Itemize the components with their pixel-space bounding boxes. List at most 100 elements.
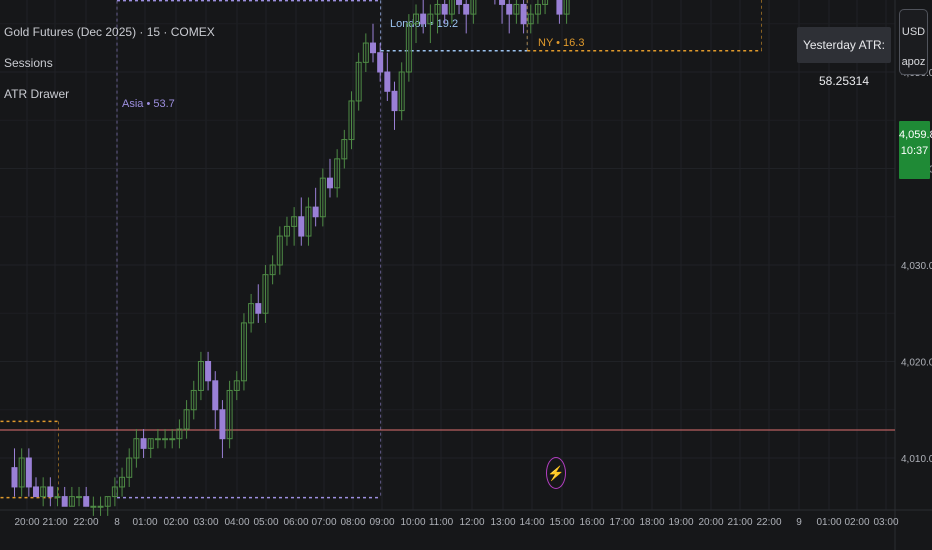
bar-countdown: 10:37 [900, 145, 929, 157]
candle-body [111, 486, 118, 498]
candle-body [291, 216, 298, 227]
candle-body [54, 496, 61, 499]
currency-code: USD [901, 26, 926, 38]
candle-body [212, 380, 219, 411]
candle-body [506, 3, 513, 15]
candle-body [534, 3, 541, 15]
candle-body [61, 496, 68, 507]
candle-body [427, 13, 434, 25]
x-tick-label: 15:00 [549, 517, 574, 528]
atr-label: Yesterday ATR: 58.25314 [797, 27, 891, 88]
candle-body [154, 438, 161, 441]
candle-body [312, 206, 319, 218]
candle-body [205, 361, 212, 382]
x-tick-label: 9 [796, 517, 802, 528]
candle-body [119, 476, 126, 488]
candle-body [542, 0, 549, 5]
lightning-event-icon[interactable]: ⚡ [546, 457, 566, 489]
x-tick-label: 08:00 [340, 517, 365, 528]
candle-body [334, 158, 341, 189]
candle-body [76, 496, 83, 499]
candle-body [147, 438, 154, 449]
sessions-indicator-legend[interactable]: Sessions [4, 56, 53, 70]
x-tick-label: 09:00 [369, 517, 394, 528]
x-tick-label: 10:00 [400, 517, 425, 528]
x-tick-label: 21:00 [727, 517, 752, 528]
candle-body [341, 139, 348, 160]
candle-body [233, 380, 240, 391]
candle-body [269, 264, 276, 276]
candle-body [183, 409, 190, 430]
candle-body [140, 438, 147, 449]
candle-body [326, 177, 333, 189]
candle-body [126, 457, 133, 478]
candle-body [47, 486, 54, 498]
session-label: Asia • 53.7 [122, 98, 175, 110]
x-tick-label: 20:00 [14, 517, 39, 528]
candle-body [262, 274, 269, 314]
candle-body [25, 457, 32, 488]
candle-body [405, 23, 412, 73]
x-tick-label: 07:00 [311, 517, 336, 528]
candle-body [319, 177, 326, 218]
candle-body [513, 3, 520, 15]
x-tick-label: 06:00 [283, 517, 308, 528]
x-tick-label: 8 [114, 517, 120, 528]
candle-body [377, 52, 384, 73]
atr-drawer-indicator-legend[interactable]: ATR Drawer [4, 87, 70, 101]
x-tick-label: 01:00 [132, 517, 157, 528]
candle-body [40, 486, 47, 498]
candle-body [527, 13, 534, 25]
candle-body [362, 42, 369, 63]
candle-body [190, 389, 197, 411]
candle-body [441, 3, 448, 15]
candle-body [133, 438, 140, 459]
candle-body [298, 216, 305, 237]
candle-body [90, 505, 97, 508]
candle-body [499, 0, 506, 5]
candle-body [248, 303, 255, 324]
x-tick-label: 18:00 [639, 517, 664, 528]
candle-body [448, 0, 455, 15]
candle-body [470, 0, 477, 15]
candle-body [384, 71, 391, 92]
candle-body [18, 457, 25, 488]
candle-body [33, 486, 40, 498]
candle-body [240, 322, 247, 382]
x-tick-label: 11:00 [429, 517, 454, 528]
candle-body [456, 0, 463, 5]
x-tick-label: 22:00 [756, 517, 781, 528]
x-tick-label: 14:00 [519, 517, 544, 528]
candle-body [348, 100, 355, 141]
candle-body [463, 3, 470, 15]
currency-selector[interactable]: USD apoz [899, 9, 928, 75]
currency-unit: apoz [901, 56, 926, 68]
x-tick-label: 02:00 [844, 517, 869, 528]
x-tick-label: 16:00 [579, 517, 604, 528]
candle-body [104, 496, 111, 507]
candle-body [11, 467, 18, 488]
candle-body [305, 206, 312, 237]
symbol-legend[interactable]: Gold Futures (Dec 2025) · 15 · COMEX [4, 25, 215, 39]
candle-body [355, 61, 362, 102]
candle-body [83, 496, 90, 507]
x-tick-label: 13:00 [490, 517, 515, 528]
x-tick-label: 03:00 [193, 517, 218, 528]
candle-body [219, 409, 226, 440]
x-tick-label: 20:00 [698, 517, 723, 528]
candle-body [370, 42, 376, 54]
candle-body [520, 3, 527, 25]
x-tick-label: 17:00 [609, 517, 634, 528]
session-label: NY • 16.3 [538, 37, 584, 49]
x-tick-label: 22:00 [73, 517, 98, 528]
candle-body [391, 90, 398, 112]
candle-body [162, 438, 169, 441]
y-tick-label: 4,020.0 [901, 358, 932, 369]
x-tick-label: 02:00 [163, 517, 188, 528]
x-tick-label: 19:00 [668, 517, 693, 528]
x-tick-label: 05:00 [253, 517, 278, 528]
x-tick-label: 03:00 [873, 517, 898, 528]
candle-body [398, 71, 405, 112]
candle-body [434, 3, 441, 15]
